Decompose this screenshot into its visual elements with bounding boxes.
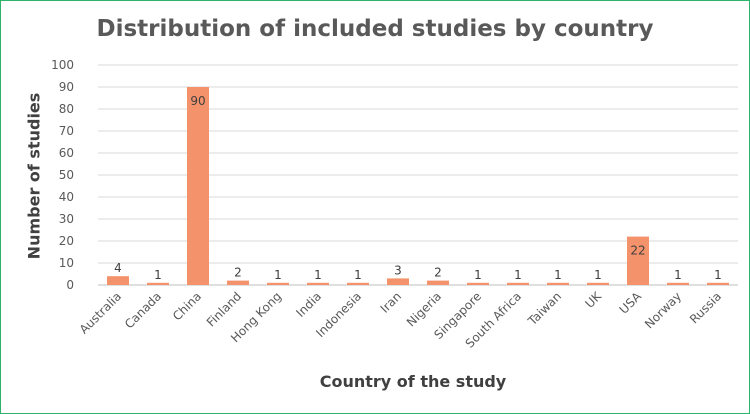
x-tick-label: Norway — [642, 289, 684, 331]
data-label: 2 — [434, 266, 442, 280]
data-label: 3 — [394, 263, 402, 277]
bar — [467, 282, 489, 285]
data-label: 1 — [514, 268, 522, 282]
y-tick-label: 10 — [59, 256, 74, 270]
x-tick-label: China — [170, 289, 204, 323]
bar — [107, 276, 129, 285]
bar — [307, 282, 329, 285]
data-label: 1 — [354, 268, 362, 282]
x-tick-label: Russia — [687, 289, 724, 326]
x-tick-label: Finland — [204, 289, 244, 329]
x-tick-label: Canada — [122, 289, 164, 331]
data-label: 90 — [190, 94, 205, 108]
data-label: 1 — [594, 268, 602, 282]
data-label: 1 — [154, 268, 162, 282]
y-tick-label: 90 — [59, 80, 74, 94]
data-label: 2 — [234, 266, 242, 280]
y-tick-label: 70 — [59, 124, 74, 138]
data-label: 1 — [554, 268, 562, 282]
bar — [547, 282, 569, 285]
x-tick-label: Iran — [378, 289, 404, 315]
y-tick-label: 40 — [59, 190, 74, 204]
x-tick-label: Taiwan — [525, 289, 564, 328]
y-tick-label: 60 — [59, 146, 74, 160]
y-tick-label: 50 — [59, 168, 74, 182]
bar — [347, 282, 369, 285]
bar — [267, 282, 289, 285]
bar — [147, 282, 169, 285]
y-tick-label: 80 — [59, 102, 74, 116]
data-label: 1 — [274, 268, 282, 282]
data-label: 1 — [314, 268, 322, 282]
bar — [667, 282, 689, 285]
chart-title: Distribution of included studies by coun… — [96, 16, 654, 42]
bar — [627, 236, 649, 285]
y-tick-labels: 0 10 20 30 40 50 60 70 80 90 100 — [51, 58, 74, 292]
bar — [427, 280, 449, 285]
y-tick-label: 100 — [51, 58, 74, 72]
data-labels: 4 1 90 2 1 1 1 3 2 1 1 1 1 22 1 1 — [114, 94, 722, 282]
bar — [187, 87, 209, 285]
data-label: 1 — [714, 268, 722, 282]
x-tick-label: India — [293, 289, 324, 320]
y-tick-label: 20 — [59, 234, 74, 248]
bar — [387, 278, 409, 285]
data-label: 1 — [674, 268, 682, 282]
y-tick-label: 30 — [59, 212, 74, 226]
data-label: 22 — [630, 244, 645, 258]
x-tick-label: USA — [617, 289, 645, 317]
data-label: 1 — [474, 268, 482, 282]
bar — [507, 282, 529, 285]
x-tick-label: Australia — [77, 289, 124, 336]
bar — [227, 280, 249, 285]
bar — [707, 282, 729, 285]
x-tick-label: Nigeria — [404, 289, 444, 329]
data-label: 4 — [114, 261, 122, 275]
bar — [587, 282, 609, 285]
bars — [107, 87, 729, 285]
y-tick-label: 0 — [66, 278, 74, 292]
x-tick-label: UK — [582, 288, 604, 310]
x-axis-label: Country of the study — [319, 372, 507, 391]
